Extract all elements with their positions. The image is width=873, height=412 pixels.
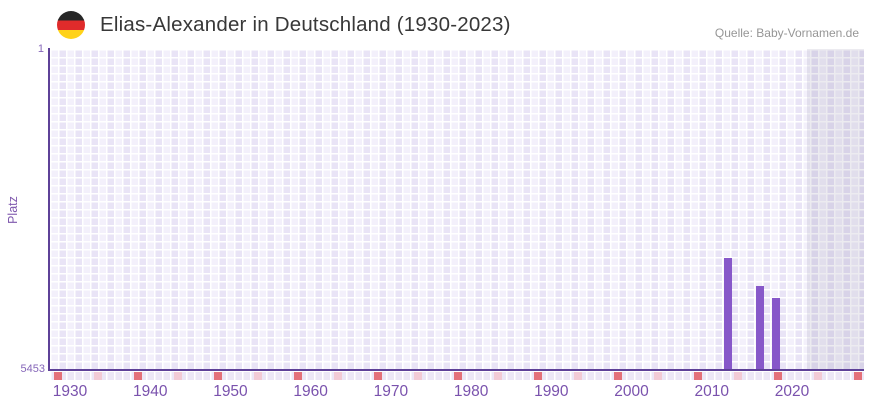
x-axis-label-2010: 2010 (694, 383, 729, 400)
x-axis-label-2000: 2000 (614, 383, 649, 400)
x-axis-label-1930: 1930 (52, 383, 88, 400)
x-tick-marker-2 (134, 372, 142, 380)
x-tick-marker-13 (574, 372, 582, 380)
x-tick-marker-8 (374, 372, 382, 380)
x-tick-marker-3 (174, 372, 182, 380)
x-tick-marker-20 (854, 372, 862, 380)
recent-years-band (807, 49, 864, 370)
x-tick-row (50, 372, 864, 380)
y-axis-title: Platz (6, 196, 20, 224)
x-tick-marker-14 (614, 372, 622, 380)
x-axis-label-2020: 2020 (774, 383, 810, 400)
x-axis-label-1940: 1940 (132, 383, 168, 400)
x-axis-label-1990: 1990 (534, 383, 569, 400)
y-axis-label-top: 1 (37, 43, 44, 55)
x-tick-marker-9 (414, 372, 422, 380)
y-axis-label-bottom: 5453 (20, 363, 45, 375)
x-axis-label-1960: 1960 (293, 383, 328, 400)
x-tick-marker-17 (734, 372, 742, 380)
x-axis-label-1950: 1950 (213, 383, 248, 400)
x-tick-marker-0 (54, 372, 62, 380)
x-axis-label-1980: 1980 (453, 383, 489, 400)
x-tick-marker-1 (94, 372, 102, 380)
bar-2018[interactable] (772, 298, 780, 370)
x-tick-marker-5 (254, 372, 262, 380)
bar-2016[interactable] (756, 286, 764, 370)
x-tick-marker-15 (654, 372, 662, 380)
x-axis-line (48, 369, 864, 371)
bar-2012[interactable] (724, 258, 732, 370)
x-tick-marker-12 (534, 372, 542, 380)
x-tick-marker-10 (454, 372, 462, 380)
x-tick-marker-11 (494, 372, 502, 380)
x-tick-marker-19 (814, 372, 822, 380)
german-flag-icon (57, 11, 85, 39)
x-tick-marker-7 (334, 372, 342, 380)
x-tick-marker-16 (694, 372, 702, 380)
chart-title: Elias-Alexander in Deutschland (1930-202… (100, 13, 511, 36)
y-axis-line (48, 48, 50, 371)
x-tick-marker-18 (774, 372, 782, 380)
x-tick-marker-4 (214, 372, 222, 380)
plot-area (50, 49, 864, 370)
x-axis-label-1970: 1970 (373, 383, 409, 400)
source-attribution[interactable]: Quelle: Baby-Vornamen.de (714, 26, 859, 40)
x-tick-marker-6 (294, 372, 302, 380)
